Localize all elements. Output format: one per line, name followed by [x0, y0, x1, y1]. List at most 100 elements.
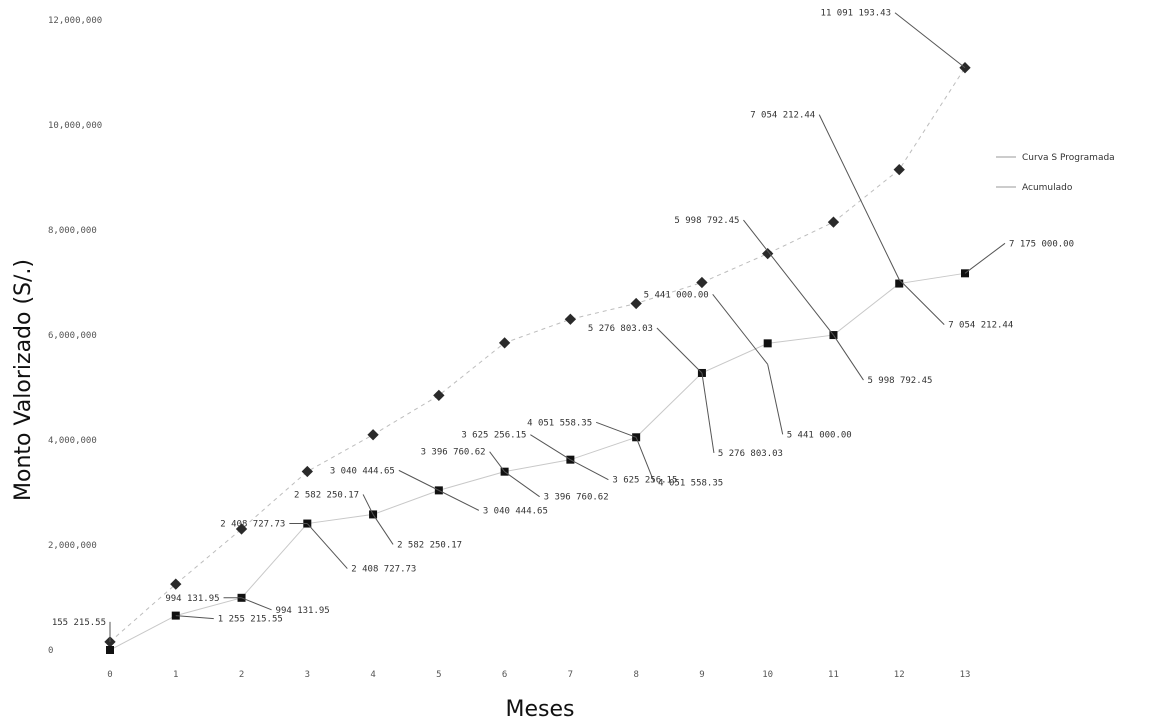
x-tick-label: 7	[568, 670, 573, 680]
y-tick-label: 10,000,000	[48, 121, 102, 131]
data-label: 2 408 727.73	[220, 520, 285, 530]
data-point	[696, 276, 708, 289]
y-axis-label: Monto Valorizado (S/.)	[11, 259, 36, 501]
y-tick-label: 4,000,000	[48, 436, 97, 446]
leader-line	[712, 294, 769, 365]
leader-line	[833, 334, 864, 381]
legend-label: Curva S Programada	[1022, 153, 1115, 163]
data-point	[762, 247, 774, 260]
data-label: 2 408 727.73	[351, 565, 416, 575]
x-tick-label: 2	[239, 670, 244, 680]
data-label: 3 040 444.65	[330, 466, 395, 476]
y-tick-label: 6,000,000	[48, 331, 97, 341]
y-tick-label: 0	[48, 646, 53, 656]
y-tick-label: 2,000,000	[48, 541, 97, 551]
data-label: 3 625 256.15	[612, 476, 677, 486]
leader-line	[175, 615, 214, 620]
data-point	[106, 646, 114, 654]
data-label: 3 396 760.62	[421, 448, 486, 458]
leader-line	[635, 437, 655, 483]
data-label: 5 998 792.45	[867, 376, 932, 386]
legend-label: Acumulado	[1022, 183, 1073, 193]
leader-line	[306, 523, 348, 569]
leader-line	[656, 327, 703, 374]
data-label: 3 396 760.62	[544, 493, 609, 503]
data-label: 7 054 212.44	[948, 321, 1013, 331]
data-label: 155 215.55	[52, 618, 106, 628]
data-label: 5 441 000.00	[644, 290, 709, 300]
data-label: 5 276 803.03	[588, 324, 653, 334]
leader-lines	[109, 12, 1006, 642]
leader-line	[504, 471, 540, 498]
data-point	[763, 339, 772, 348]
data-label: 2 582 250.17	[397, 540, 462, 550]
data-label: 7 054 212.44	[750, 111, 815, 121]
leader-line	[398, 469, 440, 491]
data-point	[170, 578, 182, 590]
leader-line	[362, 494, 374, 515]
leader-line	[894, 12, 966, 69]
data-label: 7 175 000.00	[1009, 239, 1074, 249]
data-label: 5 998 792.45	[674, 216, 739, 226]
x-tick-label: 11	[828, 670, 839, 680]
data-label: 994 131.95	[276, 606, 330, 616]
data-label: 11 091 193.43	[821, 9, 891, 19]
series-line-1	[109, 272, 966, 651]
data-label: 3 040 444.65	[483, 506, 548, 516]
x-tick-label: 0	[107, 670, 112, 680]
leader-line	[898, 279, 945, 326]
data-point	[895, 279, 904, 288]
data-point	[893, 163, 905, 176]
data-label: 5 276 803.03	[718, 449, 783, 459]
leader-line	[818, 114, 900, 280]
x-tick-label: 12	[894, 670, 905, 680]
y-tick-label: 8,000,000	[48, 226, 97, 236]
data-label: 4 051 558.35	[658, 478, 723, 488]
data-label: 4 051 558.35	[527, 418, 592, 428]
leader-line	[241, 597, 272, 611]
data-label: 2 582 250.17	[294, 490, 359, 500]
data-label: 994 131.95	[165, 594, 219, 604]
data-label: 5 441 000.00	[787, 430, 852, 440]
x-tick-label: 9	[699, 670, 704, 680]
legend: Curva S Programada Acumulado	[996, 153, 1115, 193]
leader-line	[767, 364, 784, 435]
x-tick-label: 1	[173, 670, 178, 680]
data-point	[827, 216, 840, 228]
x-tick-label: 13	[960, 670, 971, 680]
x-tick-label: 10	[762, 670, 773, 680]
x-tick-label: 3	[305, 670, 310, 680]
data-point	[235, 523, 248, 535]
leader-line	[438, 489, 480, 511]
x-tick-label: 8	[633, 670, 638, 680]
data-label: 1 255 215.55	[218, 615, 283, 625]
y-tick-label: 12,000,000	[48, 16, 102, 26]
x-axis-label: Meses	[506, 697, 575, 722]
leader-line	[489, 451, 506, 472]
data-label: 3 625 256.15	[461, 431, 526, 441]
leader-line	[743, 219, 834, 336]
leader-line	[701, 372, 715, 454]
series-lines	[109, 67, 966, 651]
series-line-0	[109, 67, 966, 643]
y-ticks: 0 2,000,000 4,000,000 6,000,000 8,000,000 10,…	[48, 16, 102, 656]
x-tick-label: 5	[436, 670, 441, 680]
data-point	[630, 297, 642, 310]
leader-line	[372, 514, 394, 545]
data-point	[564, 313, 577, 325]
leader-line	[530, 434, 571, 461]
data-point	[301, 465, 313, 478]
leader-line	[570, 459, 609, 481]
x-ticks: 0 1 2 3 4 5 6 7 8 9 10 11 12 13	[107, 670, 970, 680]
x-tick-label: 4	[370, 670, 375, 680]
data-point	[433, 389, 445, 402]
series-points	[104, 62, 971, 654]
data-point	[367, 429, 379, 441]
leader-line	[964, 242, 1006, 274]
data-point	[498, 337, 511, 349]
leader-line	[595, 421, 637, 438]
x-tick-label: 6	[502, 670, 507, 680]
